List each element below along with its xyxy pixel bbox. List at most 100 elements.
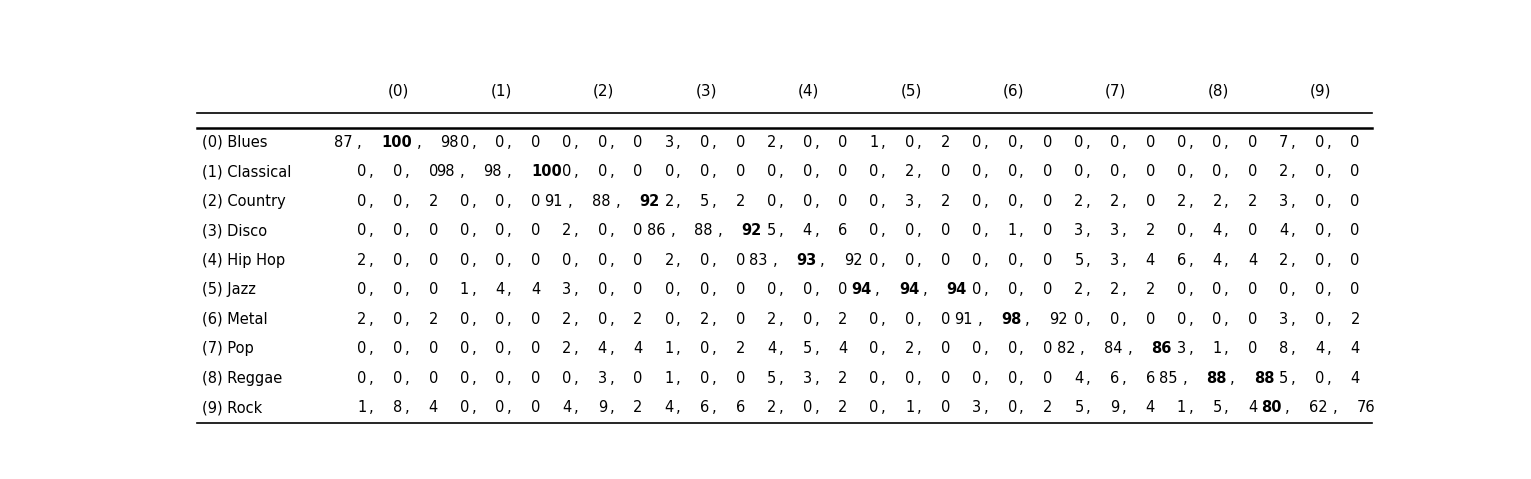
Text: ,: ,: [1122, 164, 1131, 179]
Text: 94: 94: [946, 282, 968, 297]
Text: ,: ,: [472, 400, 481, 415]
Text: 0: 0: [940, 342, 951, 356]
Text: 94: 94: [899, 282, 920, 297]
Text: 4: 4: [1350, 371, 1360, 386]
Text: ,: ,: [1020, 400, 1029, 415]
Text: 0: 0: [839, 135, 848, 150]
Text: 0: 0: [393, 371, 403, 386]
Text: ,: ,: [1225, 223, 1234, 239]
Text: 2: 2: [1043, 400, 1052, 415]
Text: ,: ,: [472, 135, 481, 150]
Text: ,: ,: [1225, 282, 1234, 297]
Text: ,: ,: [677, 253, 686, 268]
Text: 0: 0: [736, 312, 746, 327]
Text: ,: ,: [779, 400, 788, 415]
Text: ,: ,: [1332, 400, 1341, 415]
Text: 4: 4: [562, 400, 571, 415]
Text: 0: 0: [972, 135, 981, 150]
Text: ,: ,: [609, 312, 619, 327]
Text: ,: ,: [677, 135, 686, 150]
Text: (7) Pop: (7) Pop: [202, 342, 254, 356]
Text: (8): (8): [1208, 83, 1229, 98]
Text: 3: 3: [972, 400, 981, 415]
Text: 100: 100: [381, 135, 412, 150]
Text: 2: 2: [1110, 194, 1119, 209]
Text: 0: 0: [700, 371, 709, 386]
Text: ,: ,: [1085, 371, 1096, 386]
Text: 0: 0: [1350, 223, 1360, 239]
Text: 4: 4: [634, 342, 643, 356]
Text: ,: ,: [917, 342, 926, 356]
Text: ,: ,: [472, 223, 481, 239]
Text: 0: 0: [393, 164, 403, 179]
Text: 4: 4: [1248, 400, 1257, 415]
Text: 0: 0: [531, 135, 540, 150]
Text: 2: 2: [634, 312, 643, 327]
Text: 0: 0: [940, 253, 951, 268]
Text: 4: 4: [1350, 342, 1360, 356]
Text: 0: 0: [802, 135, 811, 150]
Text: ,: ,: [1225, 135, 1234, 150]
Text: ,: ,: [507, 312, 516, 327]
Text: (6): (6): [1003, 83, 1024, 98]
Text: ,: ,: [1225, 342, 1234, 356]
Text: ,: ,: [568, 194, 577, 209]
Text: ,: ,: [1225, 194, 1234, 209]
Text: 0: 0: [1213, 312, 1222, 327]
Text: ,: ,: [1327, 253, 1337, 268]
Text: 0: 0: [664, 282, 674, 297]
Text: 0: 0: [429, 282, 438, 297]
Text: 2: 2: [1177, 194, 1187, 209]
Text: 6: 6: [700, 400, 709, 415]
Text: ,: ,: [404, 312, 413, 327]
Text: 0: 0: [1007, 194, 1017, 209]
Text: 0: 0: [1248, 342, 1257, 356]
Text: 0: 0: [1043, 135, 1052, 150]
Text: 0: 0: [459, 253, 468, 268]
Text: 4: 4: [1248, 253, 1257, 268]
Text: 0: 0: [1315, 312, 1324, 327]
Text: ,: ,: [574, 342, 583, 356]
Text: 0: 0: [870, 371, 879, 386]
Text: ,: ,: [1291, 371, 1300, 386]
Text: 6: 6: [1110, 371, 1119, 386]
Text: 0: 0: [1075, 164, 1084, 179]
Text: ,: ,: [472, 312, 481, 327]
Text: 0: 0: [1043, 342, 1052, 356]
Text: 0: 0: [562, 253, 571, 268]
Text: 3: 3: [1177, 342, 1187, 356]
Text: 2: 2: [562, 342, 571, 356]
Text: ,: ,: [712, 342, 721, 356]
Text: 0: 0: [496, 223, 505, 239]
Text: 0: 0: [1213, 164, 1222, 179]
Text: 2: 2: [736, 342, 746, 356]
Text: 0: 0: [562, 135, 571, 150]
Text: 0: 0: [393, 312, 403, 327]
Text: 0: 0: [496, 400, 505, 415]
Text: ,: ,: [472, 371, 481, 386]
Text: 0: 0: [1350, 135, 1360, 150]
Text: ,: ,: [1020, 135, 1029, 150]
Text: ,: ,: [404, 400, 413, 415]
Text: 0: 0: [634, 164, 643, 179]
Text: 1: 1: [1007, 223, 1017, 239]
Text: 2: 2: [905, 342, 914, 356]
Text: ,: ,: [712, 400, 721, 415]
Text: 4: 4: [496, 282, 505, 297]
Text: ,: ,: [472, 282, 481, 297]
Text: 4: 4: [597, 342, 606, 356]
Text: 5: 5: [1213, 400, 1222, 415]
Text: 0: 0: [870, 253, 879, 268]
Text: ,: ,: [404, 223, 413, 239]
Text: 0: 0: [700, 253, 709, 268]
Text: ,: ,: [1291, 253, 1300, 268]
Text: ,: ,: [814, 342, 824, 356]
Text: ,: ,: [1291, 194, 1300, 209]
Text: 0: 0: [1145, 135, 1154, 150]
Text: ,: ,: [357, 135, 366, 150]
Text: ,: ,: [779, 194, 788, 209]
Text: 4: 4: [1075, 371, 1084, 386]
Text: ,: ,: [574, 164, 583, 179]
Text: 0: 0: [459, 371, 468, 386]
Text: (8) Reggae: (8) Reggae: [202, 371, 282, 386]
